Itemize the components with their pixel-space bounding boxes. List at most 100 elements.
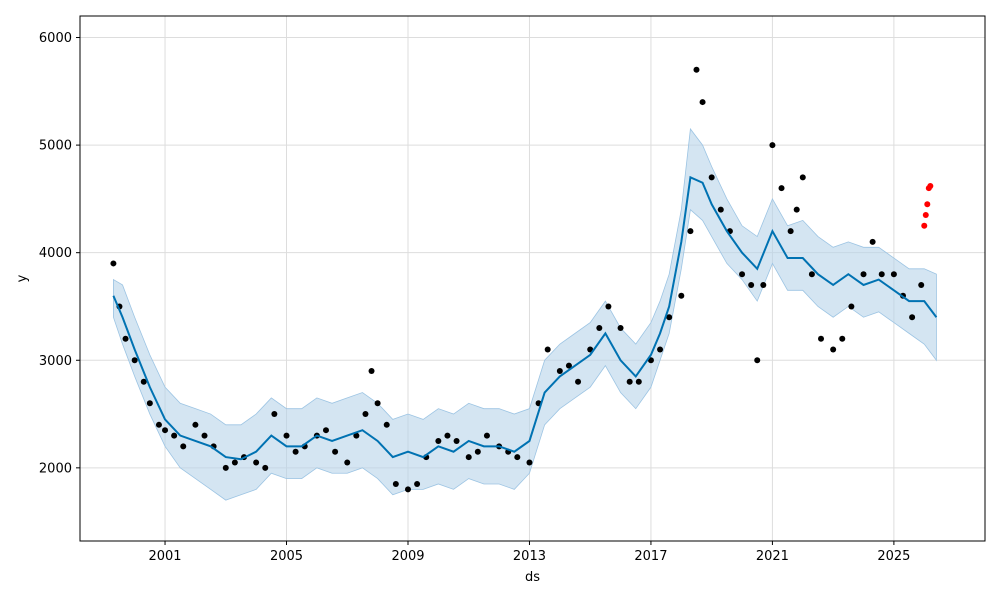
x-tick-label: 2025 xyxy=(877,549,910,564)
observed-point xyxy=(635,378,642,385)
observed-point xyxy=(778,185,785,192)
x-axis-ticks: 2001 2005 2009 2013 2017 2021 2025 xyxy=(148,541,910,564)
observed-point xyxy=(474,448,481,455)
y-tick-label: 3000 xyxy=(39,354,72,369)
observed-point xyxy=(283,432,290,439)
observed-point xyxy=(171,432,178,439)
observed-point xyxy=(657,346,664,353)
observed-point xyxy=(717,206,724,213)
observed-point xyxy=(180,443,187,450)
forecast-line xyxy=(112,175,938,461)
observed-point xyxy=(465,454,472,461)
observed-point xyxy=(444,432,451,439)
observed-point xyxy=(362,411,369,418)
observed-point xyxy=(392,480,399,487)
recent-point xyxy=(927,182,934,189)
observed-point xyxy=(799,174,806,181)
observed-point xyxy=(860,271,867,278)
observed-point xyxy=(626,378,633,385)
observed-point xyxy=(453,437,460,444)
observed-point xyxy=(414,480,421,487)
observed-point xyxy=(693,66,700,73)
observed-point xyxy=(322,427,329,434)
observed-point xyxy=(140,378,147,385)
observed-point xyxy=(818,335,825,342)
observed-point xyxy=(544,346,551,353)
uncertainty-band xyxy=(113,127,937,501)
observed-point xyxy=(565,362,572,369)
x-tick-label: 2013 xyxy=(513,549,546,564)
observed-point xyxy=(890,271,897,278)
observed-point xyxy=(793,206,800,213)
observed-point xyxy=(754,357,761,364)
recent-point xyxy=(922,212,929,219)
observed-point xyxy=(760,281,767,288)
y-tick-label: 6000 xyxy=(39,31,72,46)
observed-point xyxy=(617,324,624,331)
x-tick-label: 2005 xyxy=(270,549,303,564)
observed-point xyxy=(739,271,746,278)
observed-point xyxy=(383,421,390,428)
observed-point xyxy=(483,432,490,439)
observed-point xyxy=(848,303,855,310)
observed-point xyxy=(404,486,411,493)
observed-point xyxy=(146,400,153,407)
observed-point xyxy=(253,459,260,466)
observed-point xyxy=(808,271,815,278)
observed-point xyxy=(596,324,603,331)
observed-point xyxy=(869,238,876,245)
observed-point xyxy=(514,454,521,461)
observed-point xyxy=(587,346,594,353)
observed-point xyxy=(748,281,755,288)
observed-point xyxy=(678,292,685,299)
y-axis-label: y xyxy=(15,274,30,282)
x-tick-label: 2001 xyxy=(148,549,181,564)
observed-point xyxy=(605,303,612,310)
observed-point xyxy=(332,448,339,455)
recent-point xyxy=(921,222,928,229)
recent-point xyxy=(924,201,931,208)
observed-point xyxy=(201,432,208,439)
plot-frame xyxy=(79,15,986,542)
observed-point xyxy=(575,378,582,385)
observed-point xyxy=(131,357,138,364)
observed-point xyxy=(687,228,694,235)
observed-point xyxy=(708,174,715,181)
observed-point xyxy=(878,271,885,278)
observed-point xyxy=(162,427,169,434)
observed-point xyxy=(526,459,533,466)
observed-point xyxy=(231,459,238,466)
observed-point xyxy=(839,335,846,342)
observed-point xyxy=(769,142,776,149)
observed-point xyxy=(155,421,162,428)
observed-point xyxy=(122,335,129,342)
y-tick-label: 2000 xyxy=(39,461,72,476)
observed-point xyxy=(374,400,381,407)
observed-point xyxy=(271,411,278,418)
observed-point xyxy=(666,314,673,321)
observed-point xyxy=(918,281,925,288)
y-tick-label: 4000 xyxy=(39,246,72,261)
observed-point xyxy=(262,464,269,471)
observed-point xyxy=(110,260,117,267)
observed-point xyxy=(344,459,351,466)
observed-point xyxy=(292,448,299,455)
x-tick-label: 2009 xyxy=(391,549,424,564)
observed-point xyxy=(787,228,794,235)
observed-point xyxy=(909,314,916,321)
observed-point xyxy=(435,437,442,444)
x-tick-label: 2021 xyxy=(756,549,789,564)
x-axis-label: ds xyxy=(525,570,540,585)
recent-points xyxy=(921,182,934,229)
observed-point xyxy=(647,357,654,364)
observed-point xyxy=(353,432,360,439)
observed-point xyxy=(699,99,706,106)
observed-point xyxy=(192,421,199,428)
y-axis-ticks: 2000 3000 4000 5000 6000 xyxy=(39,31,80,476)
observed-point xyxy=(368,368,375,375)
y-tick-label: 5000 xyxy=(39,139,72,154)
observed-point xyxy=(830,346,837,353)
observed-point xyxy=(556,368,563,375)
x-tick-label: 2017 xyxy=(634,549,667,564)
